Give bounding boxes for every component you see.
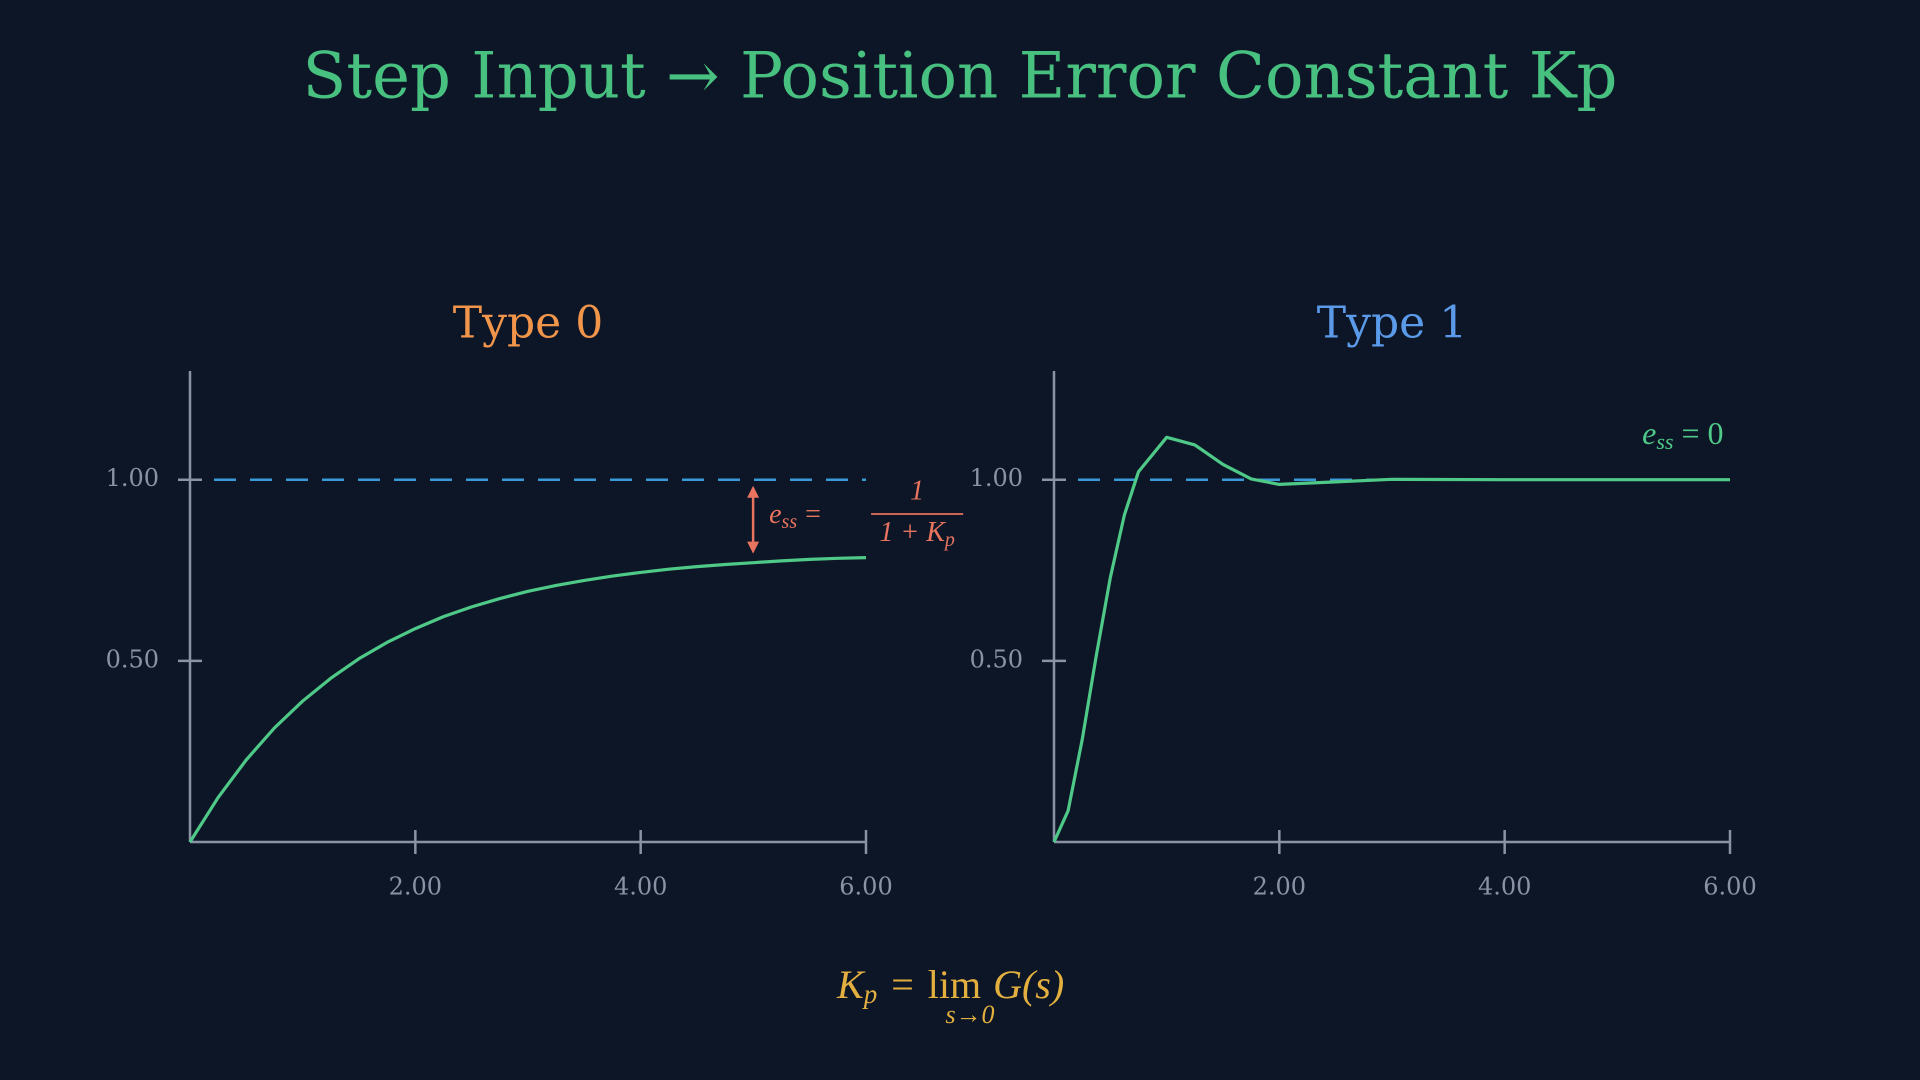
x-tick-label: 2.00 — [389, 873, 442, 901]
x-tick-label: 2.00 — [1253, 873, 1306, 901]
subscript: p — [862, 979, 878, 1009]
numerator: 1 — [910, 475, 924, 506]
curve — [1052, 435, 1730, 843]
x-tick-label: 6.00 — [839, 873, 892, 901]
equals: = — [805, 499, 821, 530]
chart-title: Type 1 — [1317, 298, 1467, 349]
x-tick-label: 4.00 — [1478, 873, 1531, 901]
chart-title: Type 0 — [453, 298, 603, 349]
x-tick-label: 4.00 — [614, 873, 667, 901]
x-tick-label: 6.00 — [1703, 873, 1756, 901]
rhs: G(s) — [993, 962, 1064, 1007]
limit-subscript: s→0 — [945, 1000, 994, 1029]
error-formula: ess = — [769, 499, 821, 532]
symbol: K — [836, 962, 866, 1007]
limit: lim — [928, 962, 981, 1007]
equals: = — [891, 962, 914, 1007]
y-tick-label: 0.50 — [106, 645, 159, 673]
arrow-head — [747, 541, 760, 554]
arrow-head — [747, 485, 760, 498]
symbol: e — [769, 499, 781, 530]
error-formula: ess = 0 — [1642, 415, 1723, 454]
equals: = 0 — [1681, 415, 1723, 451]
symbol: e — [1642, 415, 1656, 451]
y-tick-label: 1.00 — [970, 464, 1023, 492]
curve — [188, 555, 867, 843]
page-title: Step Input → Position Error Constant Kp — [303, 40, 1618, 114]
y-tick-label: 0.50 — [970, 645, 1023, 673]
denominator: 1 + Kp — [879, 517, 955, 550]
subscript: ss — [1656, 429, 1673, 454]
subscript: ss — [782, 511, 798, 533]
den-text: 1 + K — [879, 517, 946, 548]
subscript: p — [943, 529, 955, 551]
y-tick-label: 1.00 — [106, 464, 159, 492]
formula: Kp = lim G(s) — [836, 962, 1064, 1009]
